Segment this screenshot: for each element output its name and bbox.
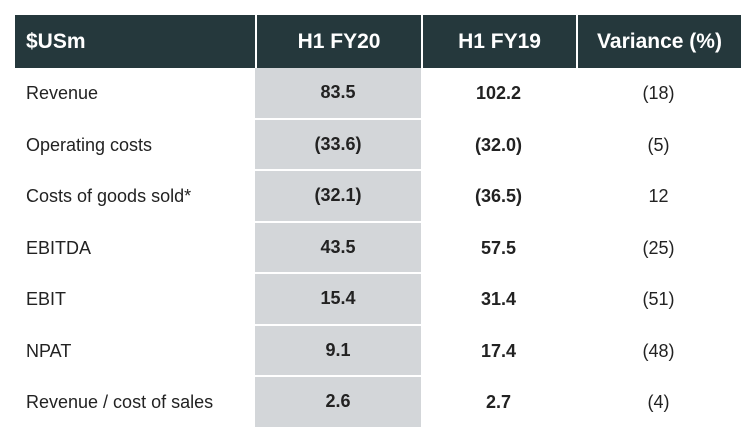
row-label: Costs of goods sold*	[26, 186, 192, 207]
variance-value: (51)	[642, 289, 675, 310]
fy19-value: 17.4	[480, 340, 517, 361]
fy20-value: (32.1)	[255, 171, 421, 223]
row-label: EBITDA	[26, 237, 92, 258]
table-row: EBITDA 43.5 57.5 (25)	[15, 222, 741, 274]
table-row: NPAT 9.1 17.4 (48)	[15, 325, 741, 377]
table-row: EBIT 15.4 31.4 (51)	[15, 274, 741, 326]
fy19-value: (36.5)	[474, 186, 523, 207]
row-label: Revenue	[26, 83, 99, 104]
fy19-value: (32.0)	[474, 134, 523, 155]
fy19-value: 102.2	[475, 83, 522, 104]
table-row: Revenue 83.5 102.2 (18)	[15, 68, 741, 120]
variance-value: (5)	[647, 134, 670, 155]
fy20-value: 83.5	[255, 68, 421, 120]
header-h1-fy20: H1 FY20	[255, 15, 421, 68]
fy20-value: 9.1	[255, 325, 421, 377]
fy20-value: (33.6)	[255, 119, 421, 171]
variance-value: (4)	[647, 392, 670, 413]
fy19-value: 57.5	[480, 237, 517, 258]
fy20-value: 15.4	[255, 274, 421, 326]
table-row: Costs of goods sold* (32.1) (36.5) 12	[15, 171, 741, 223]
variance-value: 12	[648, 186, 669, 207]
table-row: Revenue / cost of sales 2.6 2.7 (4)	[15, 377, 741, 429]
header-currency: $USm	[26, 29, 86, 53]
table-row: Operating costs (33.6) (32.0) (5)	[15, 119, 741, 171]
financial-summary-table: $USm H1 FY20 H1 FY19 Variance (%) Revenu…	[15, 15, 741, 429]
fy20-value: 43.5	[255, 222, 421, 274]
row-label: EBIT	[26, 289, 67, 310]
row-label: Operating costs	[26, 134, 153, 155]
variance-value: (18)	[642, 83, 675, 104]
fy19-value: 2.7	[485, 392, 512, 413]
table-header-row: $USm H1 FY20 H1 FY19 Variance (%)	[15, 15, 741, 68]
row-label: NPAT	[26, 340, 72, 361]
fy19-value: 31.4	[480, 289, 517, 310]
row-label: Revenue / cost of sales	[26, 392, 214, 413]
fy20-value: 2.6	[255, 377, 421, 429]
variance-value: (48)	[642, 340, 675, 361]
variance-value: (25)	[642, 237, 675, 258]
header-h1-fy19: H1 FY19	[421, 15, 576, 68]
header-variance: Variance (%)	[576, 15, 741, 68]
